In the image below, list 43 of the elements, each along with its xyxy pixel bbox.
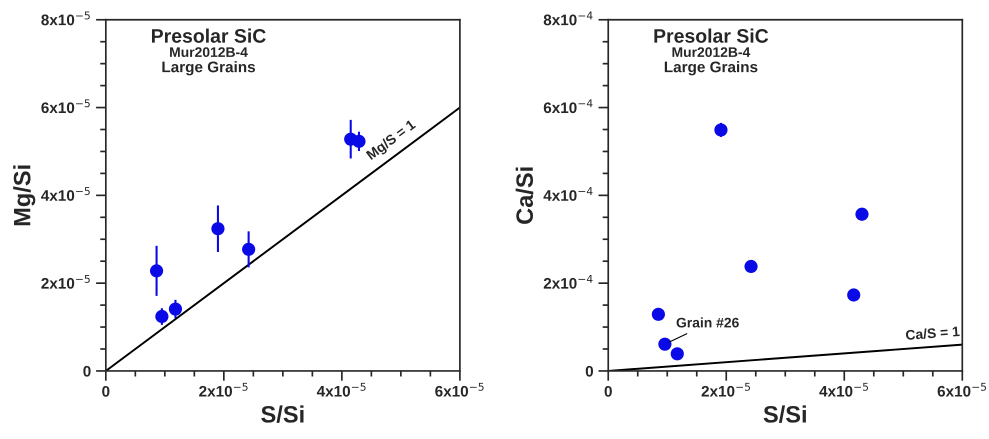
point	[855, 208, 869, 221]
y-tick-label: 6x10$^{−5}$	[41, 99, 90, 114]
x-tick-label: 0	[102, 386, 110, 397]
x-axis-title: S/Si	[764, 405, 806, 423]
x-tick-label: 0	[604, 386, 612, 397]
y-tick-label: 8x10$^{−5}$	[41, 12, 90, 26]
point	[352, 134, 366, 148]
x-tick-label: 2x10$^{−5}$	[199, 382, 248, 397]
y-tick-label: 4x10$^{−4}$	[543, 187, 593, 201]
y-tick-label: 0	[83, 366, 91, 377]
y-tick-label: 8x10$^{−4}$	[544, 12, 593, 26]
annotation: Grain #26	[676, 317, 739, 328]
point	[155, 310, 168, 324]
y-axis-title: Ca/Si	[516, 168, 534, 224]
y-tick-label: 6x10$^{−4}$	[544, 99, 593, 114]
x-tick-label: 6x10$^{−5}$	[938, 382, 986, 397]
x-tick-label: 4x10$^{−5}$	[819, 382, 868, 397]
point	[847, 288, 860, 302]
x-tick-label: 2x10$^{−5}$	[702, 382, 750, 397]
y-tick-label: 2x10$^{−5}$	[41, 274, 90, 289]
annotation: Presolar SiC	[152, 28, 266, 43]
point	[714, 123, 728, 137]
annotation: Mur2012B-4	[672, 47, 750, 58]
y-tick-label: 4x10$^{−5}$	[41, 187, 90, 201]
y-axis-title: Mg/Si	[13, 166, 36, 226]
annotation: Mur2012B-4	[170, 47, 248, 58]
x-tick-label: 4x10$^{−5}$	[316, 382, 366, 397]
point	[744, 260, 758, 274]
point	[242, 242, 256, 256]
x-tick-label: 6x10$^{−5}$	[435, 382, 484, 397]
annotation: Ca/S = 1	[906, 326, 960, 340]
annotation: Presolar SiC	[654, 28, 768, 43]
y-tick-label: 2x10$^{−4}$	[544, 274, 593, 289]
annotation: Large Grains	[162, 61, 255, 76]
point	[168, 302, 182, 316]
point	[150, 264, 164, 278]
point	[652, 308, 665, 321]
point	[658, 338, 672, 351]
annotation: Large Grains	[664, 61, 758, 76]
point	[211, 222, 225, 236]
point	[670, 347, 684, 360]
x-axis-title: S/Si	[261, 405, 304, 423]
y-tick-label: 0	[586, 366, 594, 377]
